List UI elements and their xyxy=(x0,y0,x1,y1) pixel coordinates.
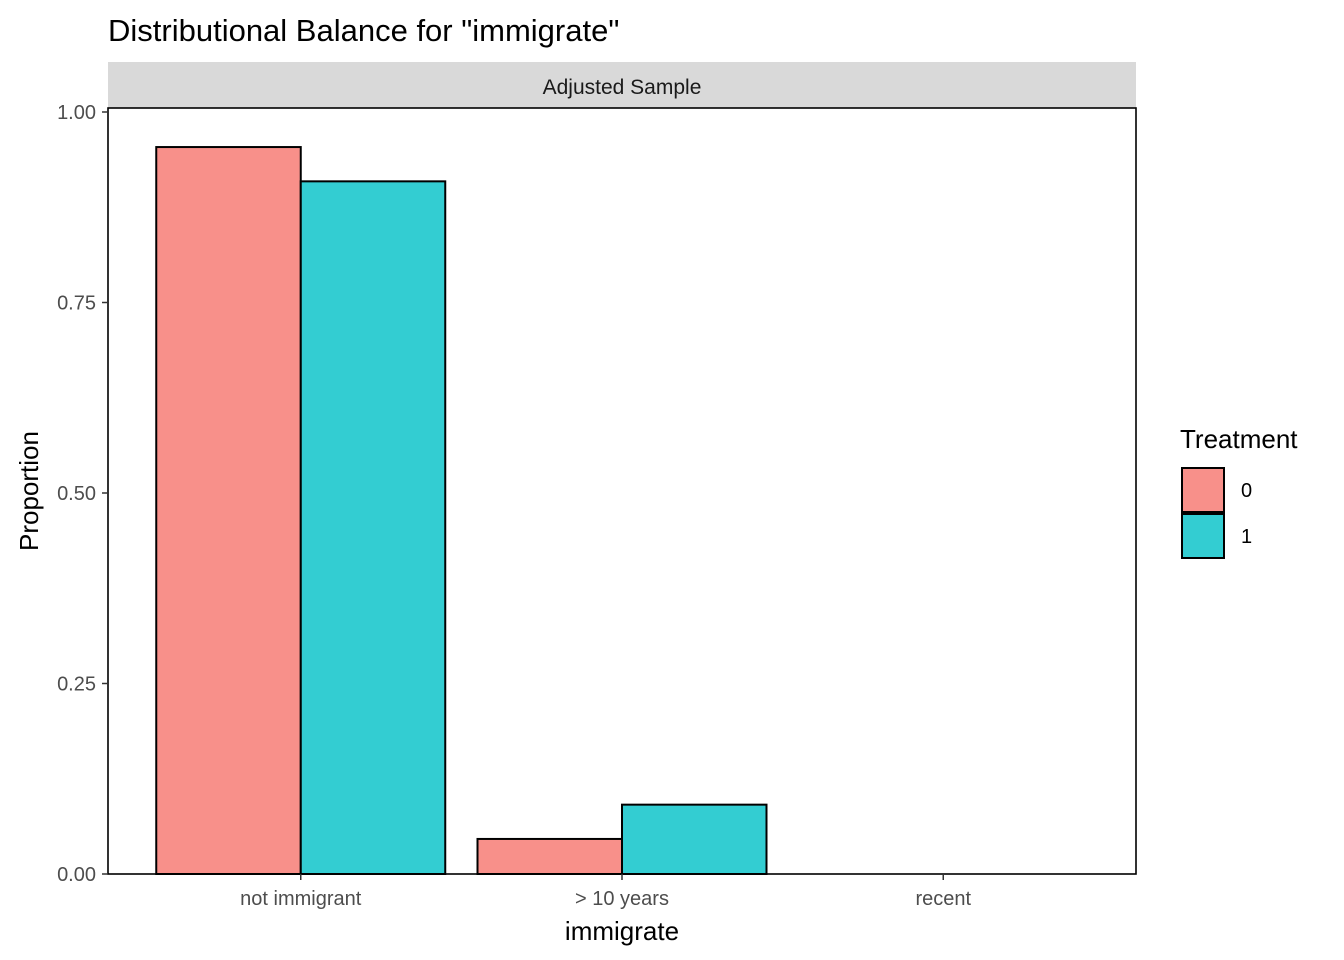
y-tick-label: 1.00 xyxy=(57,102,96,124)
legend-label-0: 0 xyxy=(1241,480,1252,502)
bar-series-0-cat-1 xyxy=(476,837,623,875)
legend-swatch-0 xyxy=(1181,467,1225,513)
legend-label-1: 1 xyxy=(1241,526,1252,548)
bars-layer xyxy=(155,146,768,876)
y-tick-label: 0.00 xyxy=(57,864,96,886)
y-tick-label: 0.50 xyxy=(57,483,96,505)
facet-label: Adjusted Sample xyxy=(543,76,702,99)
x-axis: not immigrant > 10 years recent xyxy=(240,874,971,910)
bar-series-0-cat-0 xyxy=(155,146,302,875)
y-tick-label: 0.25 xyxy=(57,674,96,696)
x-tick-label: not immigrant xyxy=(240,888,362,910)
legend: Treatment 01 xyxy=(1180,424,1298,559)
chart-title: Distributional Balance for "immigrate" xyxy=(108,13,619,48)
y-axis-title: Proportion xyxy=(14,431,44,551)
bar-series-1-cat-0 xyxy=(299,180,447,876)
y-tick-label: 0.75 xyxy=(57,293,96,315)
y-axis: 0.00 0.25 0.50 0.75 1.00 xyxy=(57,102,108,886)
x-tick-label: recent xyxy=(915,888,971,910)
legend-title: Treatment xyxy=(1180,424,1298,454)
x-tick-label: > 10 years xyxy=(575,888,669,910)
bar-series-1-cat-1 xyxy=(621,803,768,876)
legend-items: 01 xyxy=(1181,467,1252,559)
legend-swatch-1 xyxy=(1181,513,1225,559)
x-axis-title: immigrate xyxy=(565,916,679,946)
facet-strip xyxy=(108,62,1136,108)
